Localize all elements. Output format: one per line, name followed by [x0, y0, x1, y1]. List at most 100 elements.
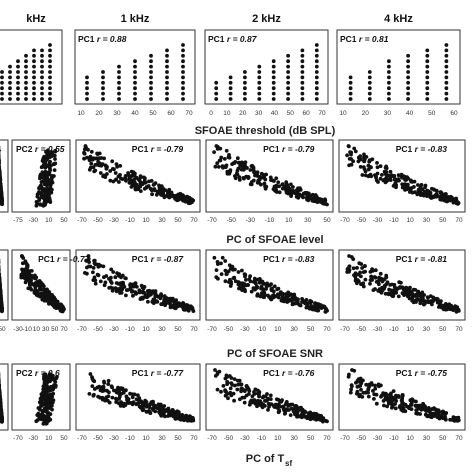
x-tick-label: 10 — [406, 326, 414, 333]
data-point — [35, 289, 40, 294]
data-point — [298, 188, 303, 192]
data-point — [48, 43, 52, 47]
data-point — [425, 48, 430, 53]
panel-r1-c4: -70 -50 -30 -10 10 30 50 70 PC1 r = -0.83 — [338, 139, 466, 224]
point-cloud — [0, 372, 4, 424]
data-point — [286, 185, 291, 190]
panel-r3-c4: -70 -50 -30 -10 10 30 50 70 PC1 r = -0.75 — [338, 363, 466, 442]
data-point — [0, 275, 2, 280]
data-point — [403, 288, 407, 293]
x-tick-label: 0 — [209, 110, 213, 117]
data-point — [253, 278, 257, 283]
data-point — [38, 185, 42, 189]
data-point — [49, 189, 53, 194]
data-point — [0, 91, 4, 96]
data-point — [121, 282, 126, 287]
data-point — [387, 64, 391, 69]
data-point — [133, 281, 138, 286]
data-point — [375, 161, 379, 165]
data-point — [387, 86, 391, 91]
x-tick-label: -70 — [207, 435, 217, 442]
data-point — [0, 279, 2, 284]
data-point — [29, 269, 34, 273]
data-point — [0, 97, 4, 101]
data-point — [363, 277, 368, 282]
data-point — [32, 91, 36, 96]
data-point — [409, 178, 413, 183]
panel-frame — [204, 29, 329, 105]
data-point — [419, 183, 424, 187]
data-point — [353, 274, 358, 279]
data-point — [387, 59, 391, 64]
point-cloud — [19, 254, 66, 314]
data-point — [40, 70, 44, 74]
data-point — [158, 402, 163, 407]
x-tick-label: 70 — [60, 326, 68, 333]
x-tick-label: 50 — [287, 110, 295, 117]
data-point — [225, 380, 230, 384]
data-point — [390, 291, 395, 296]
data-point — [425, 59, 430, 64]
x-tick-label: 30 — [290, 435, 298, 442]
data-point — [52, 168, 57, 173]
data-point — [0, 388, 1, 393]
panel-frame — [205, 249, 334, 321]
data-point — [300, 70, 305, 74]
data-point — [422, 293, 426, 297]
data-point — [255, 174, 260, 178]
data-point — [284, 408, 289, 413]
data-point — [214, 80, 219, 85]
data-point — [314, 97, 319, 101]
data-point — [420, 187, 425, 192]
data-point — [442, 193, 447, 197]
data-point — [40, 53, 44, 58]
data-point — [374, 175, 378, 180]
data-point — [40, 195, 45, 200]
data-point — [385, 173, 389, 178]
data-point — [348, 91, 353, 96]
data-point — [314, 48, 319, 53]
data-point — [149, 75, 153, 80]
data-point — [111, 270, 116, 274]
x-tick-label: 30 — [304, 217, 312, 224]
data-point — [52, 153, 57, 158]
data-point — [106, 382, 111, 386]
data-point — [53, 148, 58, 153]
data-point — [385, 396, 390, 401]
data-point — [242, 165, 247, 170]
data-point — [370, 278, 374, 282]
data-point — [260, 279, 265, 284]
x-tick-label: -70 — [340, 217, 350, 224]
data-point — [432, 187, 436, 192]
data-point — [314, 43, 319, 47]
data-point — [286, 97, 290, 101]
data-point — [302, 300, 307, 305]
data-point — [97, 384, 102, 389]
data-point — [275, 287, 280, 292]
data-point — [87, 392, 92, 396]
data-point — [40, 75, 44, 80]
data-point — [237, 286, 241, 291]
correlation-annotation: PC1 r = -0.79 — [132, 144, 184, 154]
data-point — [377, 288, 382, 293]
panel-frame — [74, 29, 196, 105]
data-point — [52, 299, 57, 304]
data-point — [98, 395, 102, 400]
data-point — [288, 413, 293, 417]
data-point — [243, 86, 247, 91]
data-point — [142, 178, 147, 183]
data-point — [375, 165, 380, 170]
data-point — [234, 171, 239, 176]
data-point — [142, 295, 147, 299]
data-point — [430, 302, 434, 307]
data-point — [271, 59, 276, 64]
data-point — [44, 186, 49, 191]
data-point — [282, 411, 287, 416]
data-point — [359, 274, 363, 279]
data-point — [37, 190, 41, 194]
data-point — [219, 389, 223, 394]
data-point — [441, 305, 446, 310]
data-point — [45, 378, 49, 383]
data-point — [403, 182, 407, 187]
data-point — [224, 272, 229, 277]
